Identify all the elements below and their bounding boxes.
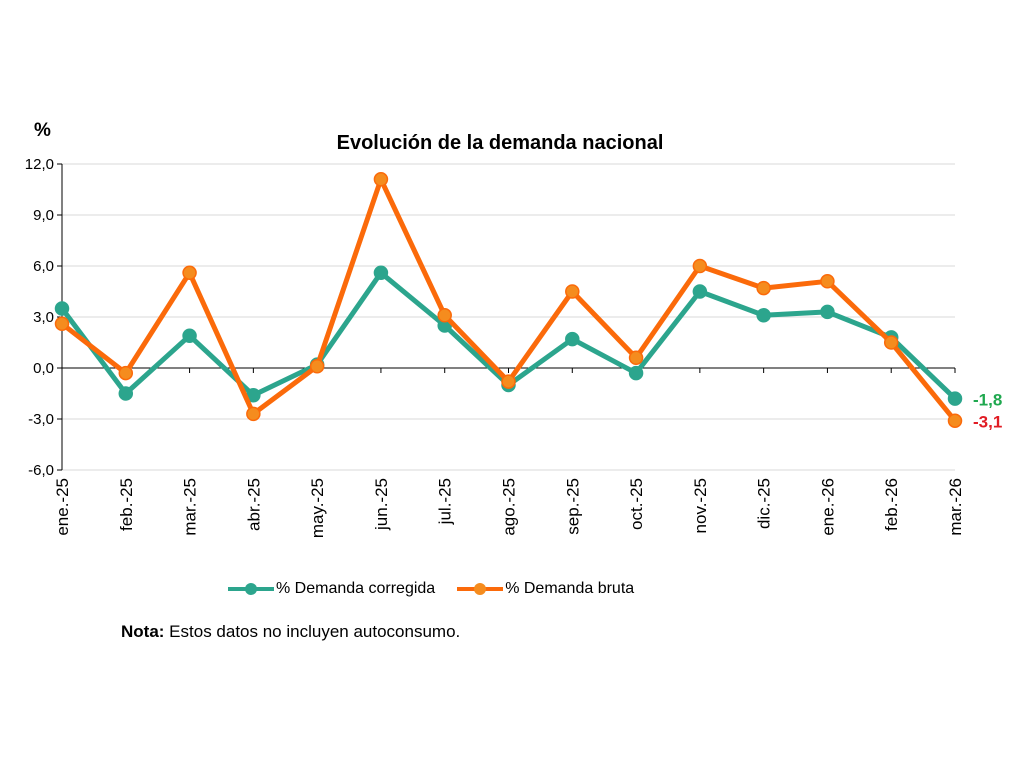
data-point — [692, 284, 708, 299]
y-tick-label: 6,0 — [33, 258, 54, 275]
data-point — [118, 386, 134, 401]
x-tick-label: jul.-25 — [436, 478, 455, 525]
legend-label-bruta: % Demanda bruta — [505, 580, 635, 597]
data-point — [565, 284, 580, 299]
x-tick-label: feb.-26 — [882, 478, 901, 531]
legend-item-bruta[interactable]: % Demanda bruta — [457, 580, 634, 598]
data-point — [565, 331, 580, 347]
data-point — [628, 350, 644, 366]
x-tick-label: sep.-25 — [563, 478, 582, 535]
data-point — [437, 308, 452, 323]
data-point — [883, 335, 899, 350]
data-point — [820, 304, 835, 320]
x-tick-label: feb.-25 — [117, 478, 136, 531]
x-tick-label: may.-25 — [308, 478, 327, 538]
data-point — [820, 274, 835, 289]
footnote-label: Nota: — [121, 622, 165, 641]
y-tick-label: 3,0 — [33, 309, 54, 326]
footnote: Nota: Estos datos no incluyen autoconsum… — [121, 622, 460, 642]
y-tick-label: 9,0 — [33, 207, 54, 224]
data-point — [182, 265, 197, 281]
legend-swatch-corregida — [228, 583, 274, 595]
data-point — [628, 365, 644, 381]
x-tick-label: oct.-25 — [627, 478, 646, 530]
data-label: -1,8 — [973, 391, 1002, 410]
x-tick-label: ago.-25 — [500, 478, 519, 536]
x-tick-label: ene.-25 — [53, 478, 72, 536]
data-point — [756, 280, 771, 296]
data-point — [373, 172, 389, 187]
x-tick-label: mar.-25 — [181, 478, 200, 536]
data-point — [373, 265, 389, 281]
data-label: -3,1 — [973, 413, 1002, 432]
data-point — [947, 413, 963, 428]
legend-swatch-bruta — [457, 583, 504, 595]
data-point — [54, 316, 70, 332]
y-tick-label: -3,0 — [28, 411, 54, 428]
data-point — [118, 365, 134, 381]
data-point — [501, 374, 516, 389]
x-tick-label: nov.-25 — [691, 478, 710, 533]
x-tick-label: mar.-26 — [946, 478, 965, 536]
data-point — [246, 406, 261, 422]
legend-label-corregida: % Demanda corregida — [276, 580, 436, 597]
x-tick-label: abr.-25 — [244, 478, 263, 531]
footnote-text: Estos datos no incluyen autoconsumo. — [164, 622, 461, 641]
legend-item-corregida[interactable]: % Demanda corregida — [228, 580, 435, 598]
data-point — [182, 328, 197, 343]
y-axis-unit-label: % — [34, 120, 51, 141]
y-tick-label: 0,0 — [33, 360, 54, 377]
data-point — [756, 308, 771, 323]
legend: % Demanda corregida % Demanda bruta — [228, 580, 634, 598]
y-tick-label: -6,0 — [28, 462, 54, 479]
data-point — [54, 301, 70, 316]
x-tick-label: jun.-25 — [372, 478, 391, 531]
data-point — [947, 391, 963, 406]
x-tick-label: ene.-26 — [818, 478, 837, 536]
data-point — [692, 258, 708, 274]
chart-title: Evolución de la demanda nacional — [0, 132, 1000, 155]
y-tick-label: 12,0 — [25, 156, 54, 173]
data-point — [309, 359, 325, 374]
chart-title-text: Evolución de la demanda nacional — [336, 132, 664, 154]
x-tick-label: dic.-25 — [755, 478, 774, 529]
